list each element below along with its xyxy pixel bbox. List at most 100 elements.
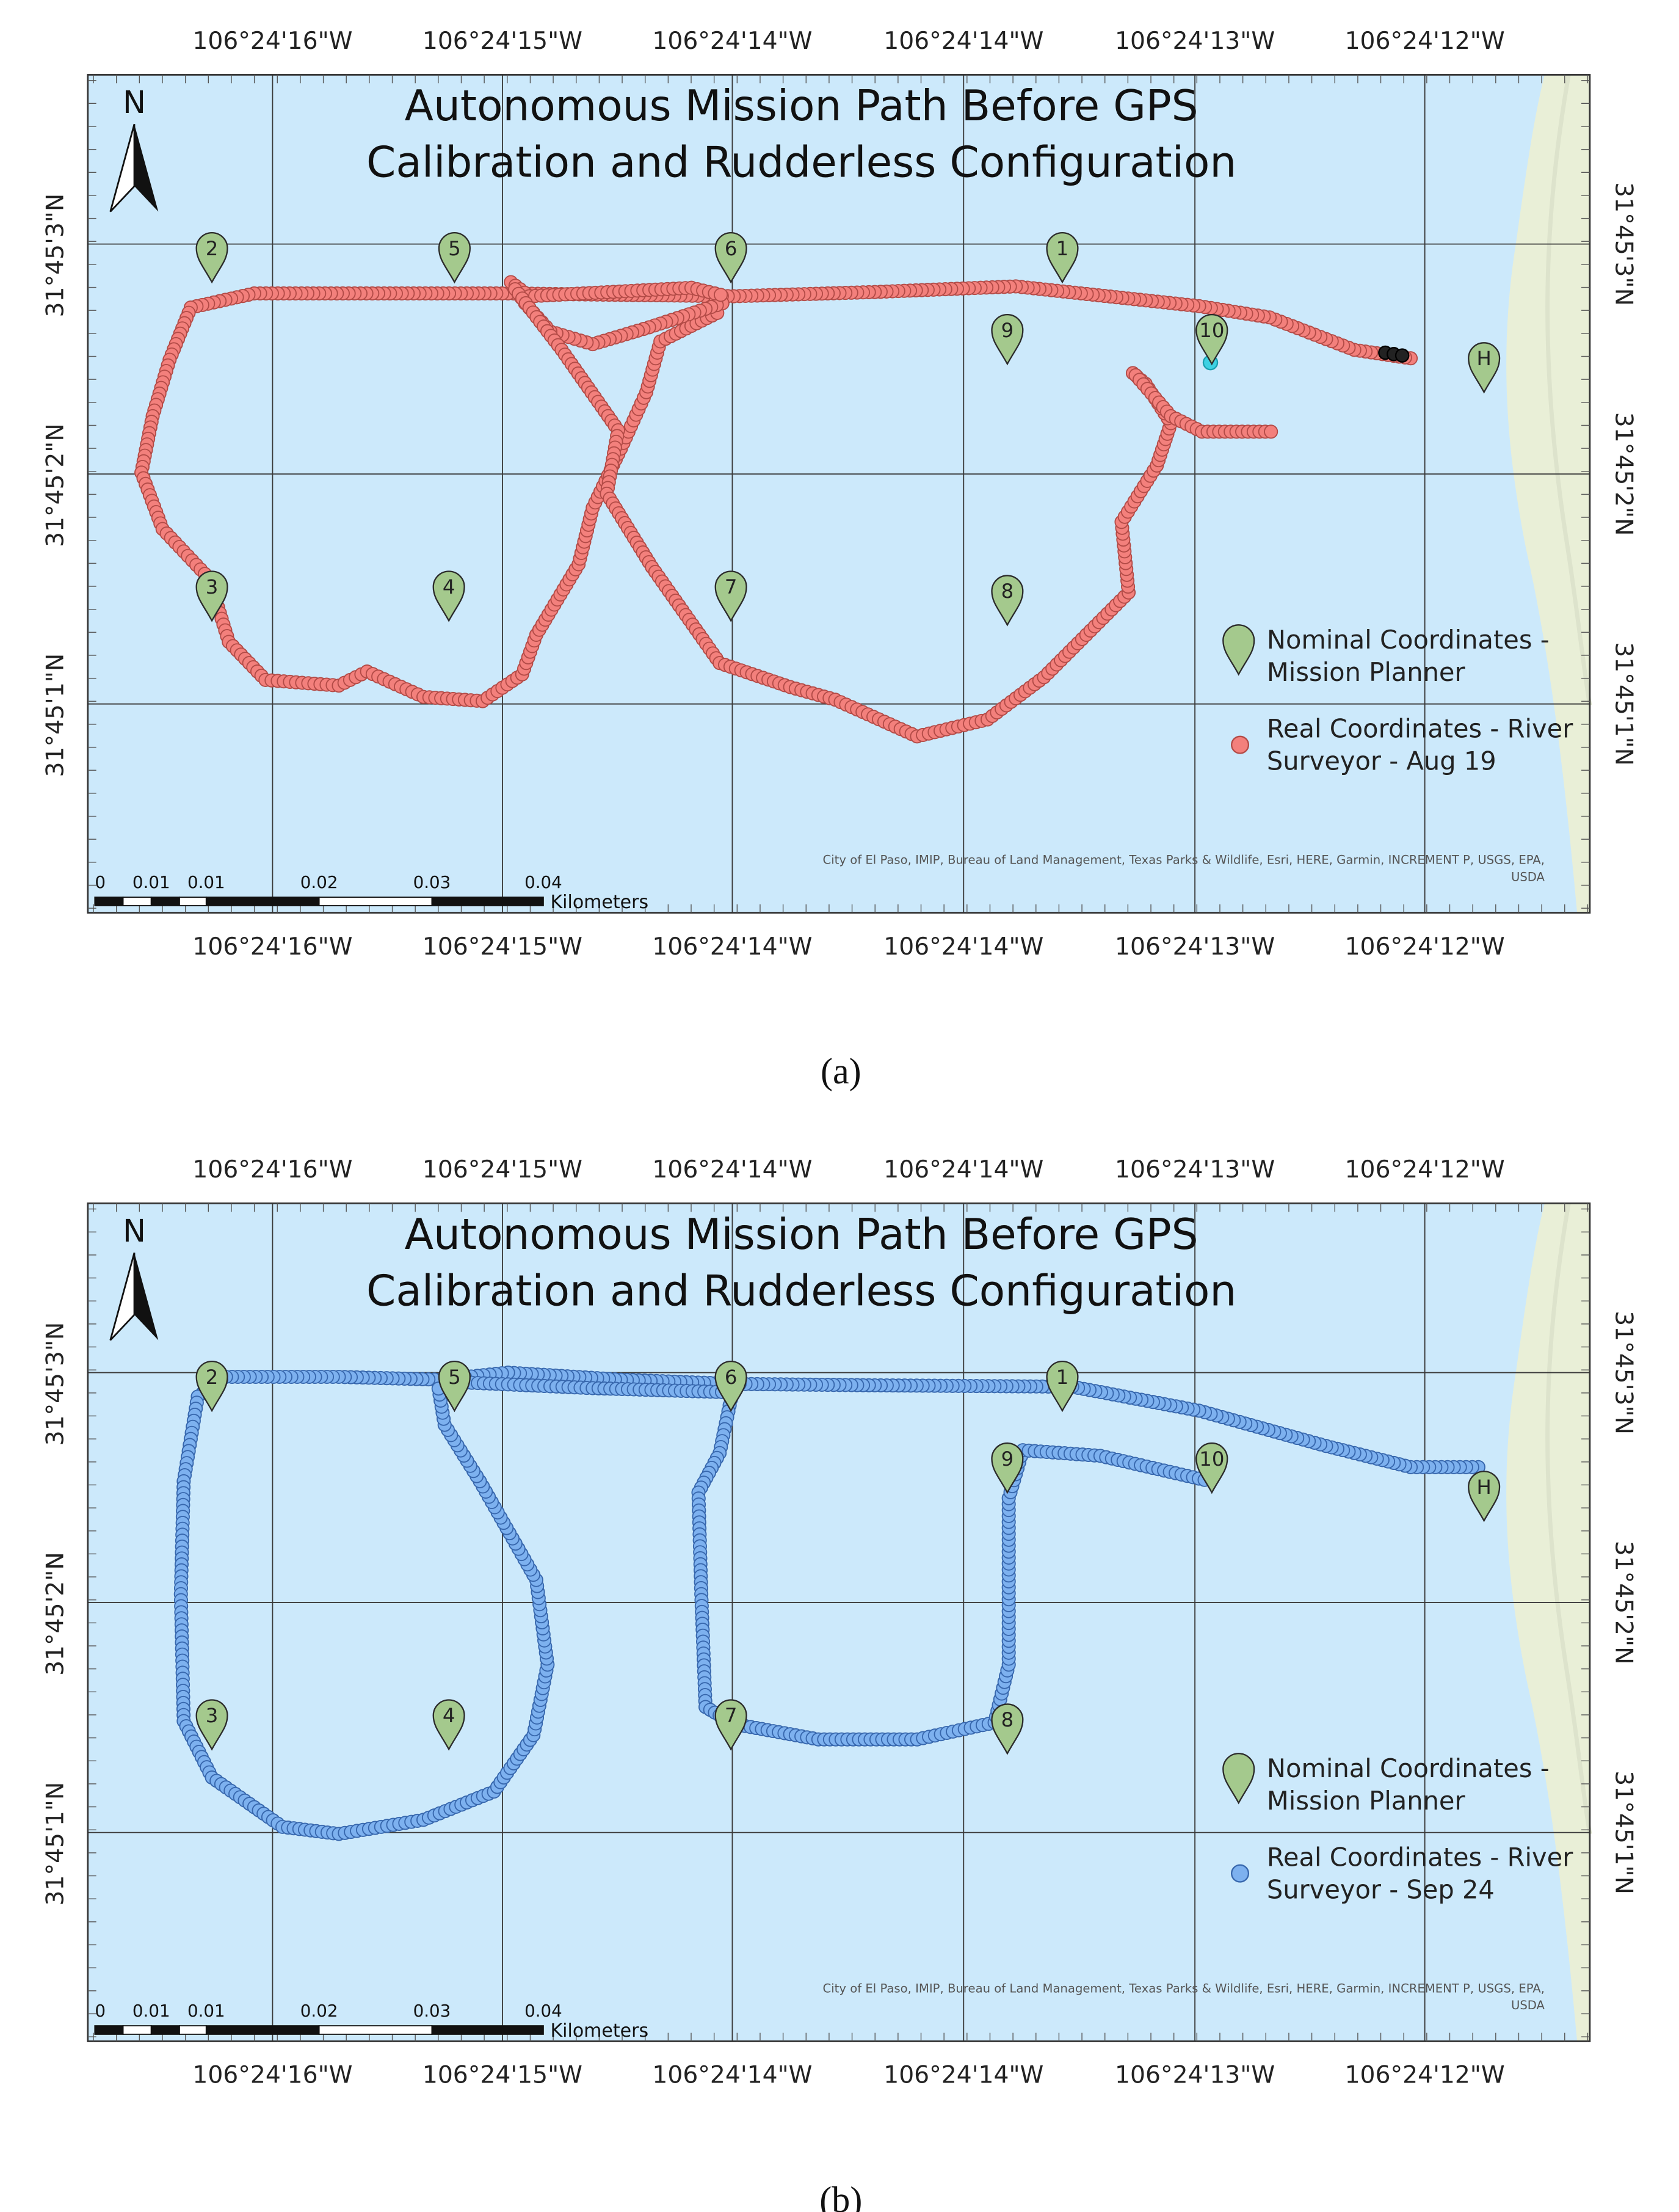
longitude-label: 106°24'15"W [422,1156,582,1184]
scale-label: 0.01 [132,872,170,892]
waypoint-pin [991,575,1024,627]
longitude-label: 106°24'15"W [422,2062,582,2089]
map-title: Calibration and Rudderless Configuration [366,1267,1236,1315]
scale-label: 0 [95,2001,106,2021]
waypoint-pin [195,231,228,284]
waypoint-label: 1 [1056,1366,1069,1389]
latitude-label: 31°45'1"N [1610,1770,1637,1894]
map-title: Autonomous Mission Path Before GPS [405,82,1199,131]
longitude-label: 106°24'13"W [1115,27,1275,55]
map-panel: 106°24'16"W 106°24'15"W 106°24'14"W 106°24'… [42,1156,1637,2212]
legend-label: Real Coordinates - River [1267,1843,1573,1872]
map-frame [87,1202,1591,2042]
attribution: City of El Paso, IMIP, Bureau of Land Ma… [823,1982,1545,1996]
longitude-label: 106°24'14"W [883,27,1043,55]
longitude-label: 106°24'15"W [422,27,582,55]
latitude-label: 31°45'3"N [42,1322,69,1446]
longitude-label: 106°24'14"W [652,1156,812,1184]
longitude-label: 106°24'13"W [1115,933,1275,961]
north-arrow [109,123,136,213]
waypoint-pin [714,570,747,622]
waypoint-label: 10 [1199,319,1224,342]
map-panel: 106°24'16"W 106°24'15"W 106°24'14"W 106°24'… [42,27,1637,1091]
scale-segment [431,897,544,906]
waypoint-label: 8 [1001,580,1014,603]
longitude-label: 106°24'14"W [652,933,812,961]
waypoint-pin [714,231,747,284]
shore-line [1545,1202,1592,1835]
latitude-label: 31°45'2"N [42,423,69,547]
shore [1506,1203,1590,2042]
scale-label: 0.02 [300,2001,338,2021]
legend-swatch [1231,1864,1250,1883]
longitude-label: 106°24'16"W [192,1156,352,1184]
waypoint-pin [1046,1360,1079,1413]
longitude-label: 106°24'14"W [883,933,1043,961]
waypoint-pin [432,1699,465,1751]
track-point [714,288,728,302]
legend-label: Surveyor - Sep 24 [1267,1875,1495,1905]
scale-segment [431,2025,544,2035]
latitude-label: 31°45'2"N [42,1552,69,1676]
scale-segment [122,2025,152,2035]
scale-segment [122,897,152,906]
waypoint-label: 6 [725,1366,738,1389]
waypoint-label: 4 [443,1704,455,1727]
scale-segment [179,2025,207,2035]
waypoint-pin [432,570,465,622]
waypoint-label: 10 [1199,1447,1224,1471]
north-arrow [109,1252,136,1341]
scale-segment [94,2025,124,2035]
waypoint-pin [991,1442,1024,1494]
scale-segment [150,897,180,906]
waypoint-pin [1046,231,1079,284]
shore [1506,75,1590,913]
waypoint-label: 9 [1001,1447,1014,1471]
scale-segment [150,2025,180,2035]
water [87,1203,1590,2042]
scale-unit: Kilometers [550,2020,648,2042]
waypoint-label: H [1476,1475,1491,1499]
shore-line [1545,74,1592,706]
waypoint-pin [1195,313,1228,366]
longitude-label: 106°24'12"W [1345,1156,1505,1184]
longitude-label: 106°24'15"W [422,933,582,961]
longitude-label: 106°24'12"W [1345,2062,1505,2089]
map-title: Calibration and Rudderless Configuration [366,138,1236,187]
latitude-label: 31°45'1"N [42,653,69,777]
legend-label: Mission Planner [1267,657,1466,687]
scale-label: 0.01 [187,2001,225,2021]
longitude-label: 106°24'14"W [883,1156,1043,1184]
scale-segment [318,2025,433,2035]
legend-label: Real Coordinates - River [1267,714,1573,744]
latitude-label: 31°45'2"N [1610,412,1637,536]
track-point [1394,348,1410,363]
scale-unit: Kilometers [550,892,648,913]
longitude-label: 106°24'14"W [883,2062,1043,2089]
longitude-label: 106°24'16"W [192,933,352,961]
waypoint-label: 2 [206,1366,219,1389]
waypoint-label: 3 [206,1704,219,1727]
waypoint-label: H [1476,347,1491,370]
latitude-label: 31°45'3"N [42,194,69,318]
scale-label: 0.03 [413,2001,451,2021]
map-title: Autonomous Mission Path Before GPS [405,1210,1199,1259]
waypoint-pin [714,1360,747,1413]
scale-segment [205,2025,320,2035]
waypoint-pin [1195,1442,1228,1494]
scale-segment [179,897,207,906]
waypoint-pin [195,1360,228,1413]
legend-label: Surveyor - Aug 19 [1267,746,1496,776]
latitude-label: 31°45'2"N [1610,1541,1637,1665]
longitude-label: 106°24'12"W [1345,27,1505,55]
map-frame [87,74,1591,914]
waypoint-pin [438,1360,471,1413]
scale-label: 0 [95,872,106,892]
waypoint-label: 5 [448,1366,461,1389]
north-label: N [123,1213,146,1249]
scale-label: 0.03 [413,872,451,892]
waypoint-label: 7 [725,1704,738,1727]
water [87,75,1590,913]
longitude-label: 106°24'16"W [192,27,352,55]
